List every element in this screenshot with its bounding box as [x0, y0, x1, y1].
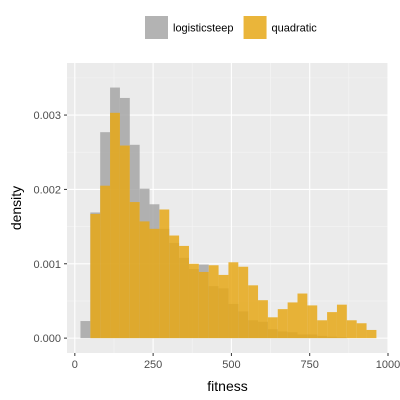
bar-quadratic-16	[238, 266, 249, 339]
bar-quadratic-27	[346, 320, 357, 339]
legend-key-logisticsteep	[145, 16, 168, 39]
bar-quadratic-18	[258, 300, 268, 339]
legend: logisticsteep quadratic	[145, 16, 317, 39]
y-axis-title: density	[8, 186, 24, 230]
legend-key-quadratic	[243, 16, 267, 39]
bar-quadratic-14	[218, 274, 229, 339]
x-tick-label: 1000	[376, 359, 400, 371]
bar-quadratic-21	[287, 302, 298, 339]
x-tick-label: 0	[72, 359, 78, 371]
bar-quadratic-29	[366, 329, 377, 339]
bar-quadratic-4	[119, 145, 130, 339]
legend-item-logisticsteep: logisticsteep	[145, 16, 234, 39]
bar-quadratic-9	[169, 235, 180, 339]
bar-quadratic-20	[277, 309, 288, 339]
bar-quadratic-5	[129, 202, 140, 339]
legend-label-logisticsteep: logisticsteep	[173, 23, 234, 35]
x-tick-label: 500	[222, 359, 240, 371]
histogram-bars	[80, 87, 377, 339]
x-tick-label: 750	[301, 359, 319, 371]
bar-logisticsteep-0	[80, 321, 91, 339]
bar-quadratic-1	[90, 213, 101, 339]
bar-quadratic-2	[100, 185, 111, 339]
bar-quadratic-11	[188, 263, 199, 339]
bar-quadratic-3	[110, 112, 120, 339]
legend-label-quadratic: quadratic	[272, 23, 318, 35]
y-tick-label: 0.002	[33, 184, 61, 196]
bar-quadratic-23	[307, 305, 318, 339]
x-tick-label: 250	[144, 359, 162, 371]
bar-quadratic-10	[179, 245, 189, 339]
series-quadratic	[90, 112, 377, 339]
y-tick-label: 0.000	[33, 333, 61, 345]
x-axis-title: fitness	[207, 378, 247, 394]
bar-quadratic-15	[228, 262, 239, 339]
bar-quadratic-6	[139, 221, 150, 339]
bar-quadratic-8	[159, 209, 170, 339]
legend-item-quadratic: quadratic	[243, 16, 318, 39]
bar-quadratic-26	[336, 304, 347, 339]
y-tick-label: 0.001	[33, 259, 61, 271]
y-axis: 0.000 0.001 0.002 0.003	[33, 110, 67, 345]
bar-quadratic-19	[267, 317, 278, 339]
bar-quadratic-7	[149, 228, 160, 339]
bar-quadratic-28	[356, 323, 367, 339]
bar-quadratic-22	[297, 293, 308, 339]
bar-quadratic-17	[248, 285, 259, 339]
x-axis: 0 250 500 750 1000	[72, 353, 400, 371]
bar-quadratic-12	[198, 271, 209, 339]
bar-quadratic-24	[317, 320, 328, 339]
bar-quadratic-13	[208, 265, 219, 339]
y-tick-label: 0.003	[33, 110, 61, 122]
bar-quadratic-25	[327, 312, 337, 339]
